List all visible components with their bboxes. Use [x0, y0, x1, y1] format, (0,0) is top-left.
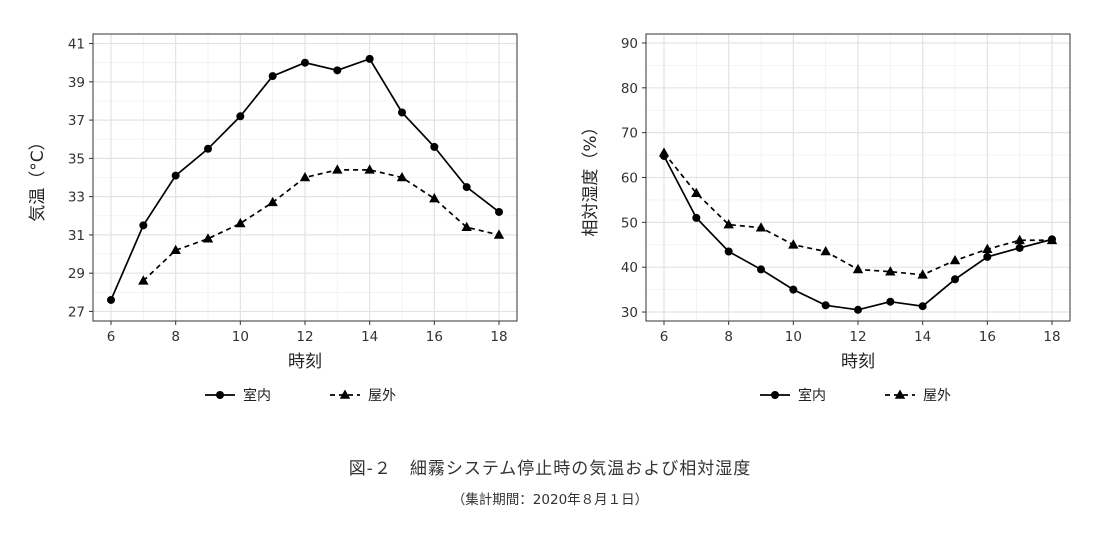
data-point-outdoor: [396, 172, 408, 182]
data-point-outdoor: [1046, 234, 1058, 245]
data-point-outdoor: [493, 229, 505, 239]
data-point-indoor: [333, 66, 342, 75]
charts-svg: 6 8 10 12 14 16 18 27 29 31 33 35 37 39 41 時刻 気温（°C） 室内 屋外…: [28, 33, 1071, 404]
data-point-indoor: [139, 221, 148, 230]
data-point-indoor: [983, 252, 992, 261]
legend-marker-indoor: [216, 391, 224, 399]
data-point-outdoor: [429, 193, 440, 203]
data-point-outdoor: [170, 244, 181, 255]
x-tick-label: 14: [914, 329, 931, 345]
data-point-indoor: [1015, 243, 1024, 252]
x-tick-label: 12: [296, 329, 313, 345]
data-point-outdoor: [852, 263, 864, 274]
y-tick-label: 30: [621, 305, 638, 321]
chart-panel-1: 6 8 10 12 14 16 18 27 29 31 33 35 37 39 41 時刻 気温（°C） 室内 屋外: [28, 33, 518, 404]
x-tick-label: 18: [1043, 329, 1060, 345]
data-point-outdoor: [364, 164, 375, 174]
y-tick-label: 40: [621, 260, 638, 276]
data-point-outdoor: [723, 219, 734, 229]
y-tick-label: 41: [68, 37, 85, 53]
data-point-outdoor: [917, 269, 928, 279]
data-point-indoor: [430, 142, 439, 151]
data-point-outdoor: [138, 275, 149, 285]
data-point-indoor: [462, 183, 471, 192]
data-point-outdoor: [691, 187, 702, 197]
y-tick-label: 39: [68, 75, 85, 91]
data-point-outdoor: [299, 172, 311, 182]
y-tick-label: 80: [621, 81, 638, 97]
y-tick-label: 33: [68, 190, 85, 206]
data-point-indoor: [236, 112, 245, 121]
data-point-outdoor: [949, 254, 961, 265]
legend-label-outdoor: 屋外: [368, 388, 396, 404]
data-point-outdoor: [755, 222, 767, 232]
data-point-indoor: [854, 305, 862, 314]
legend-label-indoor: 室内: [243, 387, 271, 404]
data-point-indoor: [204, 144, 212, 153]
series-line-outdoor: [142, 168, 500, 282]
y-tick-label: 31: [68, 228, 85, 244]
y-tick-label: 50: [621, 215, 638, 231]
data-point-outdoor: [658, 147, 670, 157]
data-point-indoor: [886, 297, 895, 306]
data-point-outdoor: [202, 233, 214, 243]
data-point-indoor: [918, 302, 927, 311]
data-point-indoor: [301, 58, 309, 67]
data-point-outdoor: [820, 245, 831, 256]
data-point-indoor: [757, 265, 765, 274]
y-tick-label: 70: [621, 126, 638, 142]
y-tick-label: 90: [621, 36, 638, 52]
x-tick-label: 8: [724, 329, 733, 345]
data-point-outdoor: [267, 196, 278, 207]
y-axis-label: 気温（°C）: [28, 133, 48, 221]
data-point-outdoor: [332, 164, 343, 174]
x-axis-label: 時刻: [288, 352, 322, 372]
figure-caption-subtitle: （集計期間：2020年８月１日）: [451, 492, 649, 508]
x-tick-label: 16: [979, 329, 996, 345]
data-point-outdoor: [461, 221, 472, 232]
legend-marker-outdoor: [894, 389, 906, 399]
x-tick-label: 12: [849, 329, 866, 345]
data-point-indoor: [171, 171, 180, 180]
data-point-indoor: [724, 247, 733, 256]
data-point-indoor: [107, 295, 115, 304]
legend-marker-indoor: [771, 391, 779, 399]
x-tick-label: 18: [490, 329, 507, 345]
x-tick-label: 16: [426, 329, 443, 345]
data-point-indoor: [692, 213, 701, 222]
data-point-indoor: [789, 285, 798, 294]
legend-label-indoor: 室内: [798, 387, 826, 404]
data-point-outdoor: [885, 266, 896, 276]
x-tick-label: 10: [232, 329, 249, 345]
data-point-indoor: [951, 275, 959, 284]
data-point-outdoor: [235, 217, 246, 228]
data-point-outdoor: [788, 239, 799, 249]
y-tick-label: 29: [68, 266, 85, 282]
legend-marker-outdoor: [339, 389, 351, 399]
y-tick-label: 37: [68, 113, 85, 129]
legend-label-outdoor: 屋外: [923, 388, 951, 404]
data-point-indoor: [495, 207, 503, 216]
y-tick-label: 60: [621, 171, 638, 187]
y-tick-label: 27: [68, 304, 85, 320]
x-tick-label: 8: [171, 329, 180, 345]
data-point-outdoor: [1014, 234, 1025, 245]
x-tick-label: 6: [107, 329, 116, 345]
chart-panel-2: 6 8 10 12 14 16 18 30 40 50 60 70 80 90 時刻 相対湿度（%） 室内 屋外: [581, 33, 1071, 404]
data-point-indoor: [268, 72, 277, 81]
data-point-outdoor: [982, 243, 993, 254]
y-tick-label: 35: [68, 151, 85, 167]
y-axis-label: 相対湿度（%）: [581, 118, 601, 236]
data-point-indoor: [821, 301, 830, 310]
x-tick-label: 6: [660, 329, 669, 345]
x-axis-label: 時刻: [841, 352, 875, 372]
data-point-indoor: [398, 108, 406, 117]
figure-caption-title: 図-２ 細霧システム停止時の気温および相対湿度: [348, 459, 752, 479]
data-point-indoor: [365, 54, 374, 63]
x-tick-label: 14: [361, 329, 378, 345]
x-tick-label: 10: [785, 329, 802, 345]
